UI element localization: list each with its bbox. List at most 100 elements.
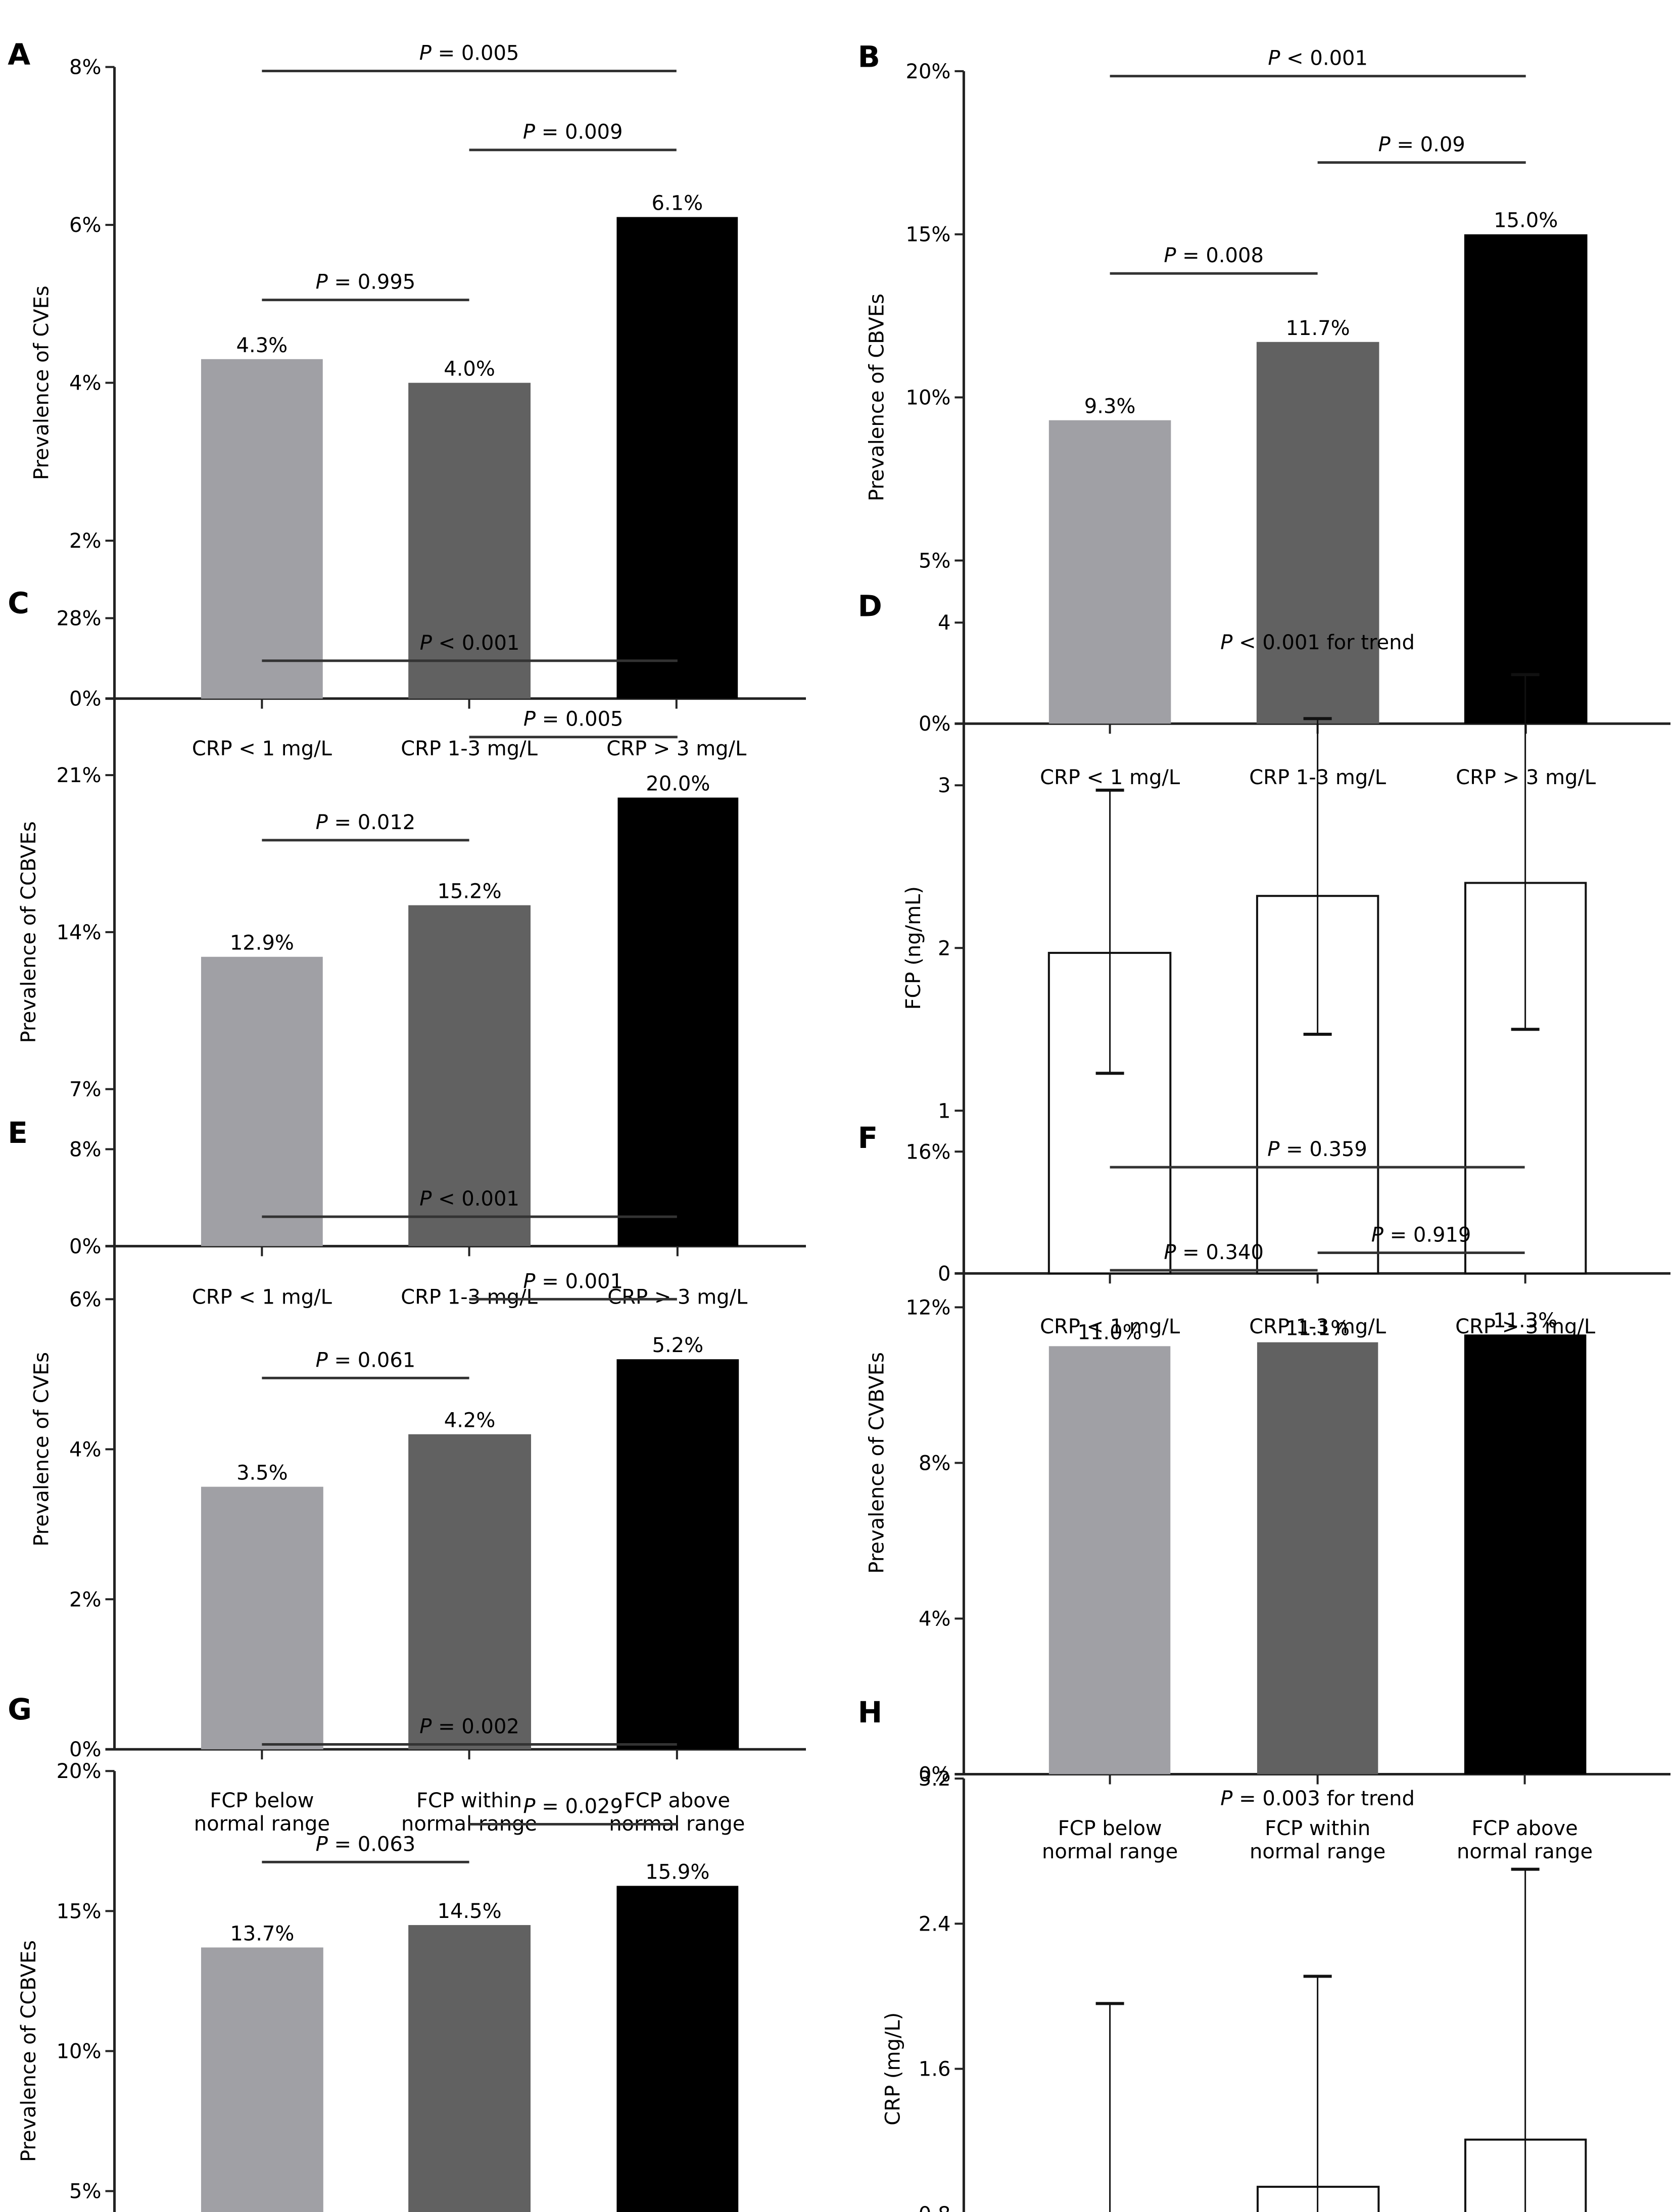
bar-value-label: 20.0%: [646, 773, 710, 796]
p-text: = 0.005: [536, 708, 623, 731]
trend-p-value: P < 0.001 for trend: [1220, 631, 1415, 654]
comparison-p-value: P = 0.002: [419, 1715, 519, 1739]
x-category-label: FCP below: [210, 1789, 314, 1812]
p-text: = 0.061: [328, 1349, 415, 1372]
p-symbol: P: [316, 1349, 328, 1372]
y-tick-label: 1: [938, 1099, 950, 1123]
p-text: = 0.001: [536, 1270, 623, 1293]
y-tick-label: 2.4: [919, 1912, 951, 1936]
x-category-label: CRP > 3 mg/L: [607, 1286, 748, 1309]
comparison-p-value: P < 0.001: [420, 632, 520, 655]
x-category-label: CRP 1-3 mg/L: [401, 1286, 538, 1309]
p-symbol: P: [523, 121, 536, 144]
y-tick-label: 16%: [906, 1140, 951, 1164]
x-category-label: CRP < 1 mg/L: [192, 737, 332, 760]
comparison-p-value: P < 0.001: [1268, 47, 1368, 70]
y-tick-label: 5%: [919, 549, 950, 572]
y-tick-label: 10%: [57, 2040, 102, 2063]
chart-panel-f: F 0% 4% 8% 12% 16% Prevalence of CVBVEs FCP bel…: [858, 1121, 1670, 1863]
p-text: < 0.001: [432, 1187, 519, 1211]
p-text: = 0.063: [328, 1833, 415, 1856]
x-category-label: CRP < 1 mg/L: [1040, 1315, 1180, 1338]
p-text: = 0.09: [1391, 133, 1465, 157]
x-category-label: CRP < 1 mg/L: [1040, 766, 1180, 789]
chart-panel-b: B 0% 5% 10% 15% 20% Prevalence of CBVEs CRP < 1…: [858, 39, 1670, 789]
y-tick-label: 4%: [69, 1438, 101, 1461]
y-tick-label: 3.2: [919, 1767, 951, 1791]
x-category-label: FCP above: [1471, 1817, 1578, 1840]
y-tick-label: 10%: [906, 387, 951, 410]
bar: [1256, 342, 1379, 724]
chart-panel-a: A 0% 2% 4% 6% 8% Prevalence of CVEs CRP < 1 mg/…: [8, 37, 806, 760]
p-text: = 0.340: [1176, 1241, 1263, 1264]
p-symbol: P: [419, 41, 432, 65]
y-tick-label: 6%: [69, 214, 101, 237]
bar: [1048, 1346, 1171, 1774]
bar-value-label: 6.1%: [651, 192, 703, 215]
y-tick-label: 2%: [69, 530, 101, 553]
y-axis-label: Prevalence of CVEs: [30, 285, 54, 480]
y-tick-label: 15%: [57, 1900, 102, 1923]
x-category-label: normal range: [1457, 1840, 1593, 1863]
y-tick-label: 20%: [57, 1760, 102, 1783]
y-axis-label: FCP (ng/mL): [902, 886, 925, 1009]
panel-letter: A: [8, 37, 30, 72]
p-text: = 0.029: [536, 1795, 623, 1818]
y-tick-label: 2: [938, 937, 950, 960]
comparison-p-value: P = 0.009: [523, 121, 623, 144]
y-tick-label: 8%: [69, 1138, 101, 1161]
bar: [201, 1947, 323, 2212]
bar: [1464, 234, 1588, 724]
p-symbol: P: [1220, 1787, 1233, 1810]
bar: [201, 359, 323, 699]
comparison-p-value: P = 0.919: [1371, 1224, 1471, 1247]
y-tick-label: 0: [938, 1262, 950, 1285]
y-tick-label: 7%: [69, 1078, 101, 1101]
p-symbol: P: [1371, 1224, 1384, 1247]
y-tick-label: 0.8: [919, 2203, 951, 2212]
p-text: = 0.002: [432, 1715, 519, 1739]
y-tick-label: 4%: [919, 1607, 950, 1630]
comparison-p-value: P = 0.09: [1378, 133, 1465, 157]
y-axis-label: Prevalence of CCBVEs: [17, 1940, 40, 2162]
bar-value-label: 5.2%: [652, 1334, 704, 1357]
bar-value-label: 15.0%: [1494, 209, 1558, 232]
y-tick-label: 2%: [69, 1588, 101, 1611]
p-text: < 0.001: [1280, 47, 1367, 70]
bar-value-label: 11.1%: [1285, 1317, 1350, 1340]
chart-panel-d: D 0 1 2 3 4 FCP (ng/mL) CRP < 1 mg/L CRP 1-3 mg/…: [858, 589, 1670, 1338]
y-tick-label: 4%: [69, 372, 101, 395]
bar: [1257, 1342, 1378, 1774]
y-tick-label: 12%: [906, 1296, 951, 1319]
panel-letter: G: [8, 1692, 32, 1726]
p-text: < 0.001: [432, 632, 519, 655]
y-tick-label: 0%: [69, 1738, 101, 1761]
trend-p-value: P = 0.003 for trend: [1220, 1787, 1415, 1810]
p-symbol: P: [419, 1187, 432, 1211]
p-text: = 0.005: [432, 41, 519, 65]
x-category-label: normal range: [1042, 1840, 1178, 1863]
comparison-p-value: P = 0.359: [1267, 1138, 1367, 1161]
x-category-label: CRP < 1 mg/L: [192, 1286, 332, 1309]
x-category-label: FCP within: [1265, 1817, 1370, 1840]
p-symbol: P: [420, 632, 433, 655]
bar-value-label: 4.2%: [444, 1409, 496, 1432]
x-category-label: CRP > 3 mg/L: [606, 737, 747, 760]
bar: [201, 956, 323, 1246]
y-tick-label: 6%: [69, 1288, 101, 1311]
x-category-label: FCP above: [624, 1789, 730, 1812]
bar: [617, 797, 739, 1246]
p-symbol: P: [1378, 133, 1391, 157]
p-symbol: P: [1164, 1241, 1176, 1264]
comparison-p-value: P = 0.029: [523, 1795, 623, 1818]
y-tick-label: 3: [938, 774, 950, 797]
bar-value-label: 12.9%: [230, 932, 294, 955]
comparison-p-value: P = 0.001: [523, 1270, 623, 1293]
y-axis-label: Prevalence of CBVEs: [866, 294, 889, 501]
p-text: = 0.012: [328, 811, 415, 834]
y-tick-label: 5%: [69, 2180, 101, 2203]
bar-value-label: 15.9%: [645, 1860, 709, 1884]
p-symbol: P: [1164, 244, 1176, 267]
comparison-p-value: P = 0.061: [316, 1349, 416, 1372]
